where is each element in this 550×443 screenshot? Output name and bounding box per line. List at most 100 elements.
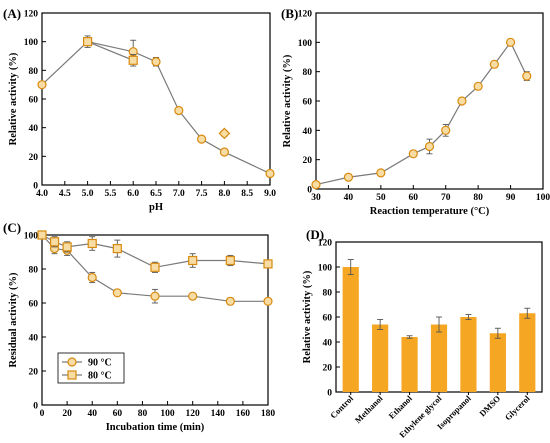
y-tick-label: 80: [323, 289, 333, 299]
y-tick-label: 0: [33, 402, 38, 412]
y-tick-label: 60: [29, 300, 39, 310]
bar: [430, 324, 448, 392]
data-point: [457, 96, 467, 106]
data-point: [263, 296, 273, 306]
y-tick-label: 60: [303, 98, 313, 108]
x-tick-label: 7.0: [173, 189, 185, 199]
x-axis-label: Incubation time (min): [106, 422, 205, 433]
y-axis-label: Relative activity (%): [302, 270, 313, 363]
data-point: [112, 244, 122, 254]
y-tick-label: 120: [24, 10, 39, 20]
data-point: [37, 230, 47, 240]
panel-4: (D) 0 20 40 60 80 100 120 Relative activity (%) C…: [302, 227, 543, 440]
data-point: [218, 127, 231, 140]
y-tick-label: 20: [29, 153, 39, 163]
y-tick-label: 0: [307, 186, 312, 196]
bar: [342, 267, 359, 392]
y-tick-label: 80: [29, 67, 39, 77]
x-tick-label: 4.5: [59, 189, 71, 199]
data-point: [219, 147, 229, 157]
data-point: [87, 272, 97, 283]
category-label: Methanol: [353, 393, 385, 425]
data-point: [128, 55, 138, 65]
data-point: [151, 57, 161, 67]
data-point: [197, 134, 207, 144]
y-tick-label: 40: [303, 127, 313, 137]
data-point: [188, 255, 198, 266]
y-tick-label: 60: [29, 96, 39, 106]
category-label: DMSO: [477, 393, 502, 418]
data-point: [49, 237, 60, 247]
data-point: [150, 262, 160, 272]
category-label: Glycerol: [503, 393, 532, 422]
y-tick-label: 120: [318, 239, 333, 249]
y-tick-label: 100: [24, 38, 39, 48]
data-point: [424, 141, 435, 152]
data-point: [263, 259, 273, 269]
data-point: [343, 172, 354, 182]
x-axis-label: Reaction temperature (°C): [370, 206, 490, 217]
legend-label: 80 °C: [88, 371, 112, 382]
panel-label: (B): [281, 6, 298, 21]
y-tick-label: 80: [303, 68, 313, 78]
x-tick-label: 20: [62, 409, 72, 419]
x-tick-label: 140: [211, 409, 226, 419]
x-tick-label: 5.0: [82, 189, 94, 199]
y-tick-label: 20: [303, 156, 313, 166]
data-point: [174, 105, 184, 116]
x-tick-label: 60: [113, 409, 123, 419]
y-axis-label: Residual activity (%): [8, 272, 19, 368]
x-tick-label: 120: [186, 409, 201, 419]
x-tick-label: 6.0: [127, 189, 139, 199]
x-tick-label: 160: [236, 409, 251, 419]
y-tick-label: 80: [29, 266, 39, 276]
series-line: [87, 41, 134, 61]
panel-label: (A): [3, 6, 21, 21]
x-tick-label: 9.0: [264, 189, 276, 199]
category-label: Control: [328, 393, 355, 420]
y-tick-label: 40: [323, 339, 333, 349]
x-tick-label: 5.5: [104, 189, 116, 199]
x-tick-label: 30: [311, 193, 321, 203]
bar: [460, 317, 477, 392]
x-tick-label: 6.5: [150, 189, 162, 199]
x-tick-label: 60: [409, 193, 419, 203]
x-tick-label: 8.5: [241, 189, 253, 199]
axes-frame: [41, 12, 271, 186]
data-point: [82, 37, 93, 47]
data-point: [522, 71, 532, 81]
x-tick-label: 4.0: [36, 189, 48, 199]
data-point: [473, 81, 483, 91]
data-point: [505, 37, 516, 47]
panel-1: (A) 0 20 40 60 80 100 120 Relative activity (%) 4…: [3, 6, 276, 213]
legend-marker: [67, 370, 77, 380]
data-point: [265, 168, 275, 179]
x-tick-label: 70: [441, 193, 451, 203]
bar: [401, 337, 418, 392]
data-point: [37, 80, 47, 90]
category-label: Ethanol: [387, 393, 415, 421]
x-tick-label: 8.0: [218, 189, 230, 199]
data-point: [311, 180, 321, 190]
y-tick-label: 40: [29, 124, 39, 134]
legend: 90 °C 80 °C: [57, 352, 125, 384]
data-point: [150, 291, 160, 301]
x-tick-label: 50: [376, 193, 386, 203]
y-tick-label: 20: [29, 368, 39, 378]
x-tick-label: 40: [87, 409, 97, 419]
y-tick-label: 60: [323, 314, 333, 324]
data-point: [376, 168, 386, 178]
y-axis-label: Relative activity (%): [8, 52, 19, 145]
x-tick-label: 80: [138, 409, 148, 419]
x-tick-label: 180: [261, 409, 276, 419]
y-axis-label: Relative activity (%): [282, 54, 293, 147]
data-point: [225, 255, 235, 266]
data-point: [112, 288, 122, 298]
data-point: [225, 296, 235, 306]
axes-frame: [41, 234, 269, 406]
data-point: [87, 238, 97, 249]
x-tick-label: 0: [40, 409, 45, 419]
x-tick-label: 90: [506, 193, 516, 203]
y-tick-label: 100: [24, 232, 39, 242]
